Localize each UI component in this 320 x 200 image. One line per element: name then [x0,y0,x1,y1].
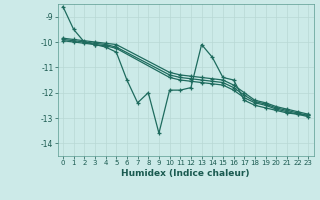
X-axis label: Humidex (Indice chaleur): Humidex (Indice chaleur) [121,169,250,178]
